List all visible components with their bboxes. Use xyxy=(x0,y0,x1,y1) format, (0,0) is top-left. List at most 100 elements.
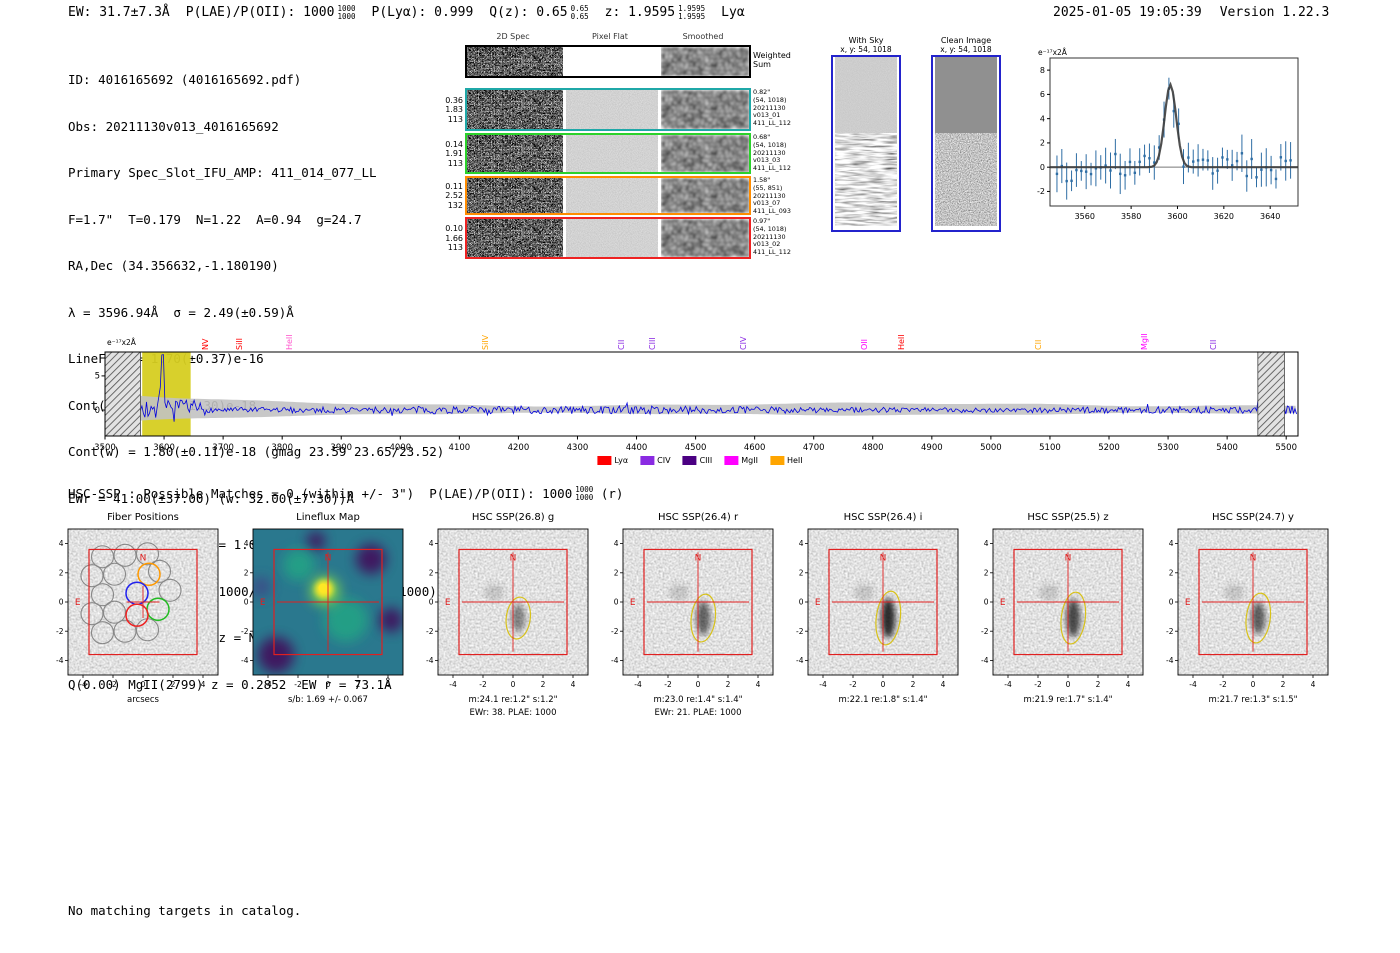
tick-label: 4 xyxy=(244,539,249,548)
cutout-svg: N E -4 -4 -2 -2 0 0 2 2 4 4 xyxy=(56,528,219,689)
lineflux-map-panel: Lineflux Map N E -4 -4 -2 -2 0 0 2 2 4 4 s/b: 1.69 … xyxy=(221,512,411,727)
tick-label: 0 xyxy=(95,406,100,416)
cutout-plot-mount: N E -4 -4 -2 -2 0 0 2 2 4 4 xyxy=(221,525,411,697)
legend-item: CIV xyxy=(640,456,671,465)
compass-north: N xyxy=(510,553,517,563)
masked-region xyxy=(104,351,141,437)
info-line: Cont(w) = 1.80(±0.11)e-18 (gmag 23.59 23… xyxy=(68,444,445,459)
tick-label: 0 xyxy=(614,598,619,607)
tick-label: -2 xyxy=(1219,680,1227,689)
tick-label: 8 xyxy=(1040,66,1045,75)
tick-label: 4100 xyxy=(449,443,471,453)
legend-item: Lyα xyxy=(597,456,628,465)
emission-line-label: OII xyxy=(859,338,869,350)
spec2d-row-annotations: 0.97" (54, 1018) 20211130 v013_02 411_LL_112 xyxy=(753,217,791,257)
tick-label: -4 xyxy=(79,680,87,689)
legend-swatch xyxy=(769,456,784,465)
tick-label: -4 xyxy=(1189,680,1197,689)
line-fit-plot-panel: e⁻¹⁷x2Å -2 0 2 4 6 8 3560 3580 3600 3620 3640 xyxy=(1020,46,1330,241)
spec2d-row-annotations: 0.82" (54, 1018) 20211130 v013_01 411_LL_112 xyxy=(753,88,791,128)
tick-label: 3700 xyxy=(212,443,234,453)
cutout-plot-mount: N E -4 -4 -2 -2 0 0 2 2 4 4 xyxy=(406,525,596,697)
tick-label: 4000 xyxy=(389,443,411,453)
hsc-match-text: HSC-SSP : Possible Matches = 0 (within +… xyxy=(68,486,430,501)
hsc-plae-fraction: 1000 1000 xyxy=(575,485,594,502)
emission-line-label: HeII xyxy=(285,334,295,350)
extraction-box xyxy=(88,548,198,656)
spec2d-tile xyxy=(566,47,658,76)
cutout-svg: N E -4 -4 -2 -2 0 0 2 2 4 4 xyxy=(1166,528,1329,689)
cutout-caption: m:24.1 re:1.2" s:1.2" xyxy=(468,695,558,705)
tick-label: 3600 xyxy=(153,443,175,453)
clean-image-panel: Clean Image x, y: 54, 1018 xyxy=(926,36,1006,232)
tick-label: 4400 xyxy=(626,443,648,453)
with-sky-image xyxy=(831,55,901,232)
spec2d-row-annotations: 1.58" (55, 851) 20211130 v013_07 411_LL_093 xyxy=(753,176,791,216)
spec2d-col-title: Smoothed xyxy=(682,32,724,41)
tick-label: -2 xyxy=(426,627,434,636)
tick-label: 5400 xyxy=(1216,443,1238,453)
with-sky-coords: x, y: 54, 1018 xyxy=(840,45,892,54)
tick-label: 2 xyxy=(356,680,361,689)
cutout-caption: m:21.9 re:1.7" s:1.4" xyxy=(1023,695,1113,705)
extraction-box xyxy=(273,548,383,656)
tick-label: 4 xyxy=(756,680,761,689)
info-line: ID: 4016165692 (4016165692.pdf) xyxy=(68,72,302,87)
info-line: EWr = 41.00(±37.00) (w: 32.00(±7.30))Å xyxy=(68,490,354,506)
source-blob xyxy=(1066,599,1081,638)
spec2d-tile xyxy=(661,135,749,172)
spec2d-tile xyxy=(661,178,749,213)
aperture-ellipse xyxy=(875,590,902,646)
compass-east: E xyxy=(75,598,81,608)
tick-label: 4600 xyxy=(744,443,766,453)
tick-label: 5500 xyxy=(1275,443,1297,453)
spec2d-tile xyxy=(467,135,563,172)
source-blob xyxy=(1251,602,1266,635)
tick-label: 0 xyxy=(696,680,701,689)
qz-value: Q(z): 0.65 0.65 0.65 xyxy=(489,4,589,21)
cutout-title: Fiber Positions xyxy=(107,512,179,523)
tick-label: 3640 xyxy=(1260,212,1280,221)
tick-label: 4 xyxy=(1040,114,1045,123)
redshift-value: z: 1.9595 1.9595 1.9595 xyxy=(604,4,706,21)
aperture-ellipse xyxy=(690,593,717,643)
emission-line-label: CIV xyxy=(738,336,748,350)
hsc-y-panel: HSC SSP(24.7) y N E -4 -4 -2 -2 0 0 2 2 4 4 m:21.7 … xyxy=(1146,512,1336,727)
spec2d-tile xyxy=(566,90,658,129)
tick-label: -4 xyxy=(819,680,827,689)
spec2d-tile xyxy=(661,47,749,76)
compass-east: E xyxy=(1000,598,1006,608)
compass-north: N xyxy=(325,553,332,563)
tick-label: -2 xyxy=(981,627,989,636)
full-spectrum-ylabel: e⁻¹⁷x2Å xyxy=(107,338,136,347)
cutout-caption: s/b: 1.69 +/- 0.067 xyxy=(288,695,368,705)
tick-label: -2 xyxy=(1037,187,1045,196)
cutout-title: HSC SSP(24.7) y xyxy=(1212,512,1294,523)
tick-label: 4 xyxy=(386,680,391,689)
source-blob xyxy=(696,601,711,636)
spec2d-tile xyxy=(566,219,658,257)
tick-label: -2 xyxy=(1034,680,1042,689)
aperture-ellipse xyxy=(505,596,532,640)
hsc-i-panel: HSC SSP(26.4) i N E -4 -4 -2 -2 0 0 2 2 4 4 m:22.1 … xyxy=(776,512,966,727)
emission-line-label: CII xyxy=(1033,339,1043,350)
tick-label: -2 xyxy=(241,627,249,636)
tick-label: 5200 xyxy=(1098,443,1120,453)
tick-label: 4 xyxy=(1126,680,1131,689)
full-spectrum-panel: e⁻¹⁷x2Å NV SiII HeII SiIV CII CIII CIV OII HeII C… xyxy=(85,292,1315,472)
spec2d-row-weights: 0.36 1.83 113 xyxy=(445,95,463,124)
tick-label: 0 xyxy=(429,598,434,607)
tick-label: 0 xyxy=(881,680,886,689)
masked-region xyxy=(1257,351,1285,437)
tick-label: -2 xyxy=(294,680,302,689)
spectrum-legend: Lyα CIV CIII MgII HeII xyxy=(597,456,803,465)
line-fit-svg: -2 0 2 4 6 8 3560 3580 3600 3620 3640 xyxy=(1037,57,1299,221)
tick-label: 2 xyxy=(171,680,176,689)
compass-north: N xyxy=(140,553,147,563)
cutout-svg: N E -4 -4 -2 -2 0 0 2 2 4 4 xyxy=(241,528,404,689)
spec2d-row-weights: 0.11 2.52 132 xyxy=(445,181,463,210)
ew-value: EW: 31.7±7.3Å xyxy=(68,5,170,20)
tick-label: -4 xyxy=(981,656,989,665)
tick-label: -2 xyxy=(1166,627,1174,636)
spectrum-line xyxy=(104,354,1297,422)
